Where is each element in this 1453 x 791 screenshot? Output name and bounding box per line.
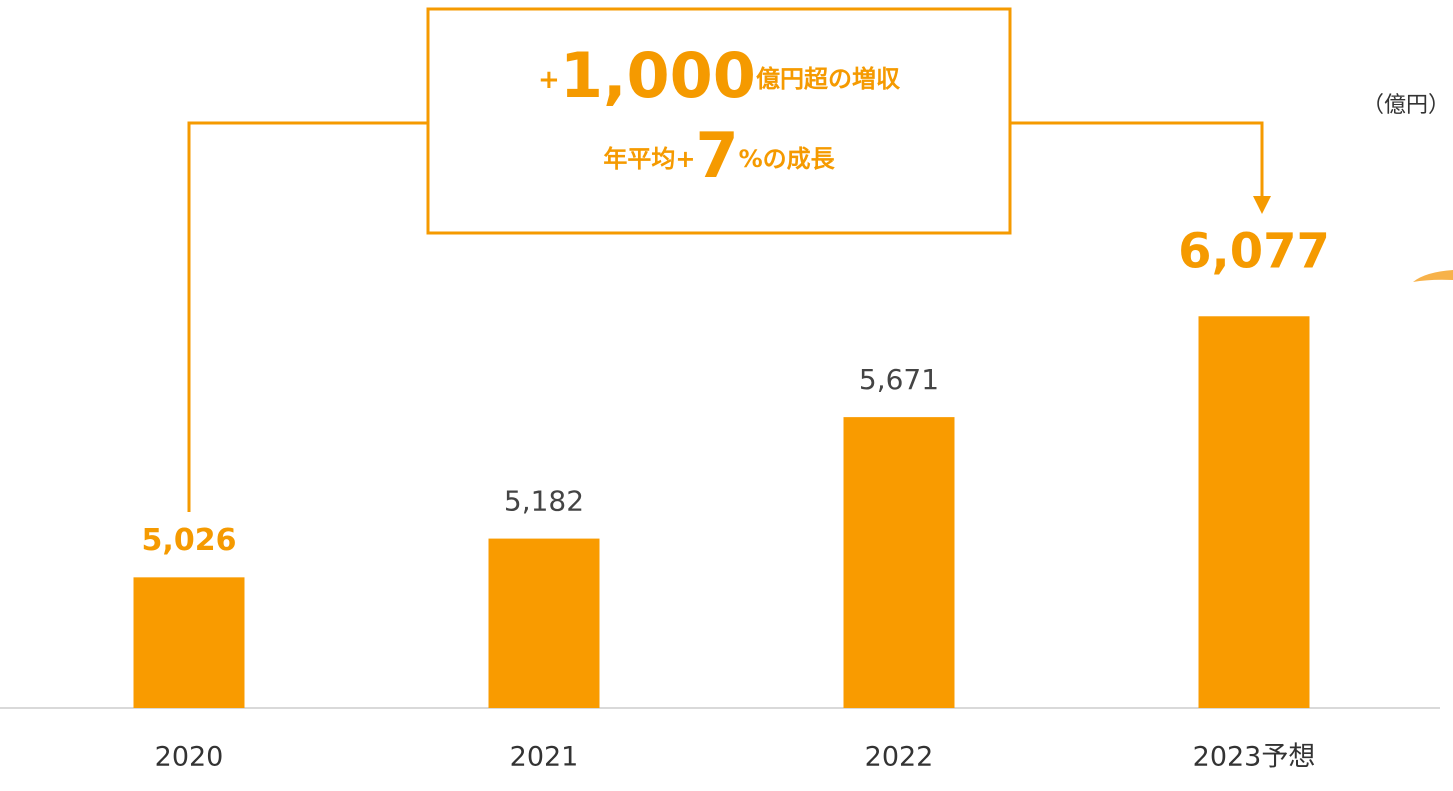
bar	[133, 577, 245, 708]
annotation-part: +	[538, 65, 560, 95]
bar	[843, 417, 955, 708]
arrow-head	[1253, 196, 1271, 214]
annotation-line1: +1,000億円超の増収	[538, 39, 901, 112]
value-label: 5,671	[859, 363, 939, 396]
annotation-part: %の成長	[739, 145, 836, 173]
bar	[1198, 316, 1310, 708]
connector-left	[187, 121, 428, 512]
x-tick-label: 2021	[510, 742, 579, 773]
annotation-part: 億円超の増収	[756, 65, 901, 93]
value-label: 5,026	[142, 523, 237, 558]
unit-label: （億円）	[1362, 93, 1450, 118]
value-label: 5,182	[504, 485, 584, 518]
bar	[488, 538, 600, 708]
value-label: 6,077	[1178, 223, 1330, 279]
decoration	[1413, 270, 1453, 282]
annotation-part: 7	[695, 119, 738, 192]
x-tick-label: 2022	[865, 742, 934, 773]
connector-right	[1010, 121, 1264, 198]
annotation-part: 1,000	[560, 39, 756, 112]
x-tick-label: 2023予想	[1193, 742, 1316, 773]
annotation-part: 年平均+	[603, 145, 695, 173]
annotation-line2: 年平均+7%の成長	[603, 119, 835, 192]
x-tick-label: 2020	[155, 742, 224, 773]
annotation-box	[426, 7, 1012, 235]
